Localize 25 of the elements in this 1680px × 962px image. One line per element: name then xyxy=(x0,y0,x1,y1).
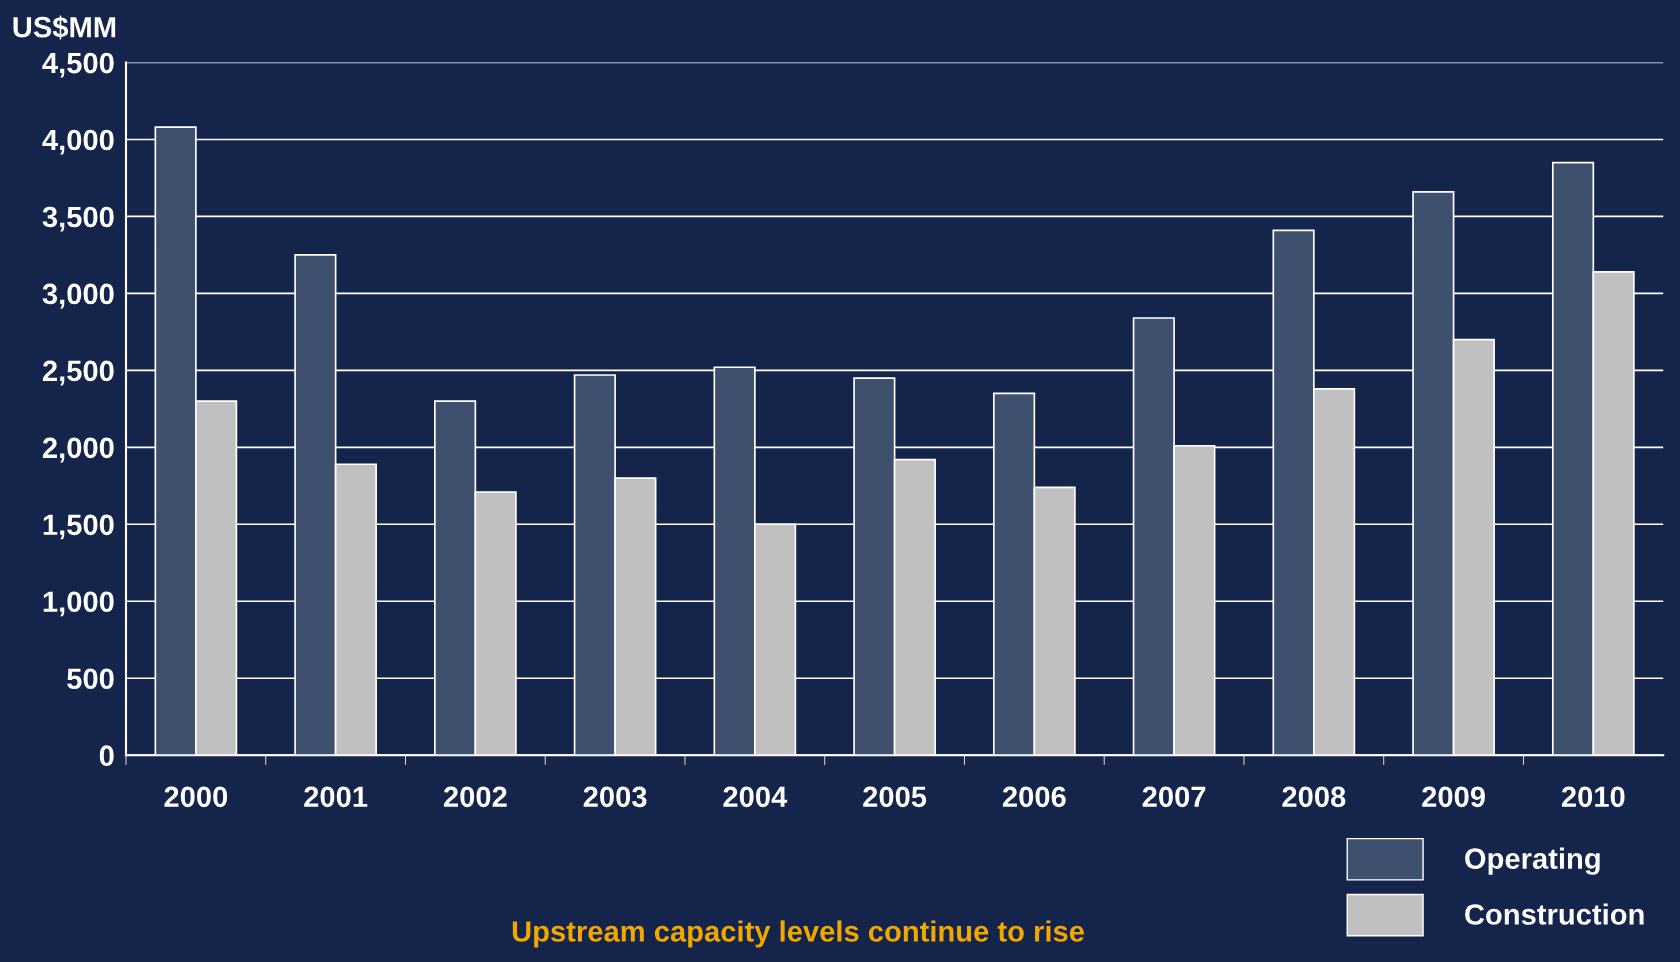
y-tick-label: 1,500 xyxy=(43,514,114,540)
y-tick-label: 2,000 xyxy=(42,437,114,463)
y-tick-label: 500 xyxy=(67,668,114,690)
x-tick-label: 2001 xyxy=(304,786,368,808)
y-tick-label: 1,000 xyxy=(43,591,114,617)
x-tick-label: 2010 xyxy=(1561,786,1625,808)
x-tick-label: 2007 xyxy=(1142,786,1206,808)
x-tick-label: 2009 xyxy=(1422,786,1485,808)
y-tick-label: 0 xyxy=(99,745,114,767)
x-tick-label: 2003 xyxy=(583,786,647,808)
y-tick-label: 3,000 xyxy=(42,283,114,309)
legend-label: Operating xyxy=(1465,847,1600,875)
text: Upstream capacity levels continue to rise xyxy=(512,920,1084,948)
x-tick-label: 2000 xyxy=(164,786,228,808)
y-tick-label: 2,500 xyxy=(42,360,114,386)
x-tick-label: 2002 xyxy=(443,786,507,808)
x-tick-label: 2008 xyxy=(1282,786,1346,808)
x-tick-label: 2006 xyxy=(1002,786,1066,808)
legend-label: Construction xyxy=(1465,903,1644,925)
x-tick-label: 2004 xyxy=(723,786,788,808)
y-tick-label: 4,000 xyxy=(42,129,114,155)
y-axis-title: US$MM xyxy=(13,15,116,40)
y-tick-label: 3,500 xyxy=(42,206,114,232)
x-tick-label: 2005 xyxy=(863,786,927,808)
y-tick-label: 4,500 xyxy=(42,52,114,78)
